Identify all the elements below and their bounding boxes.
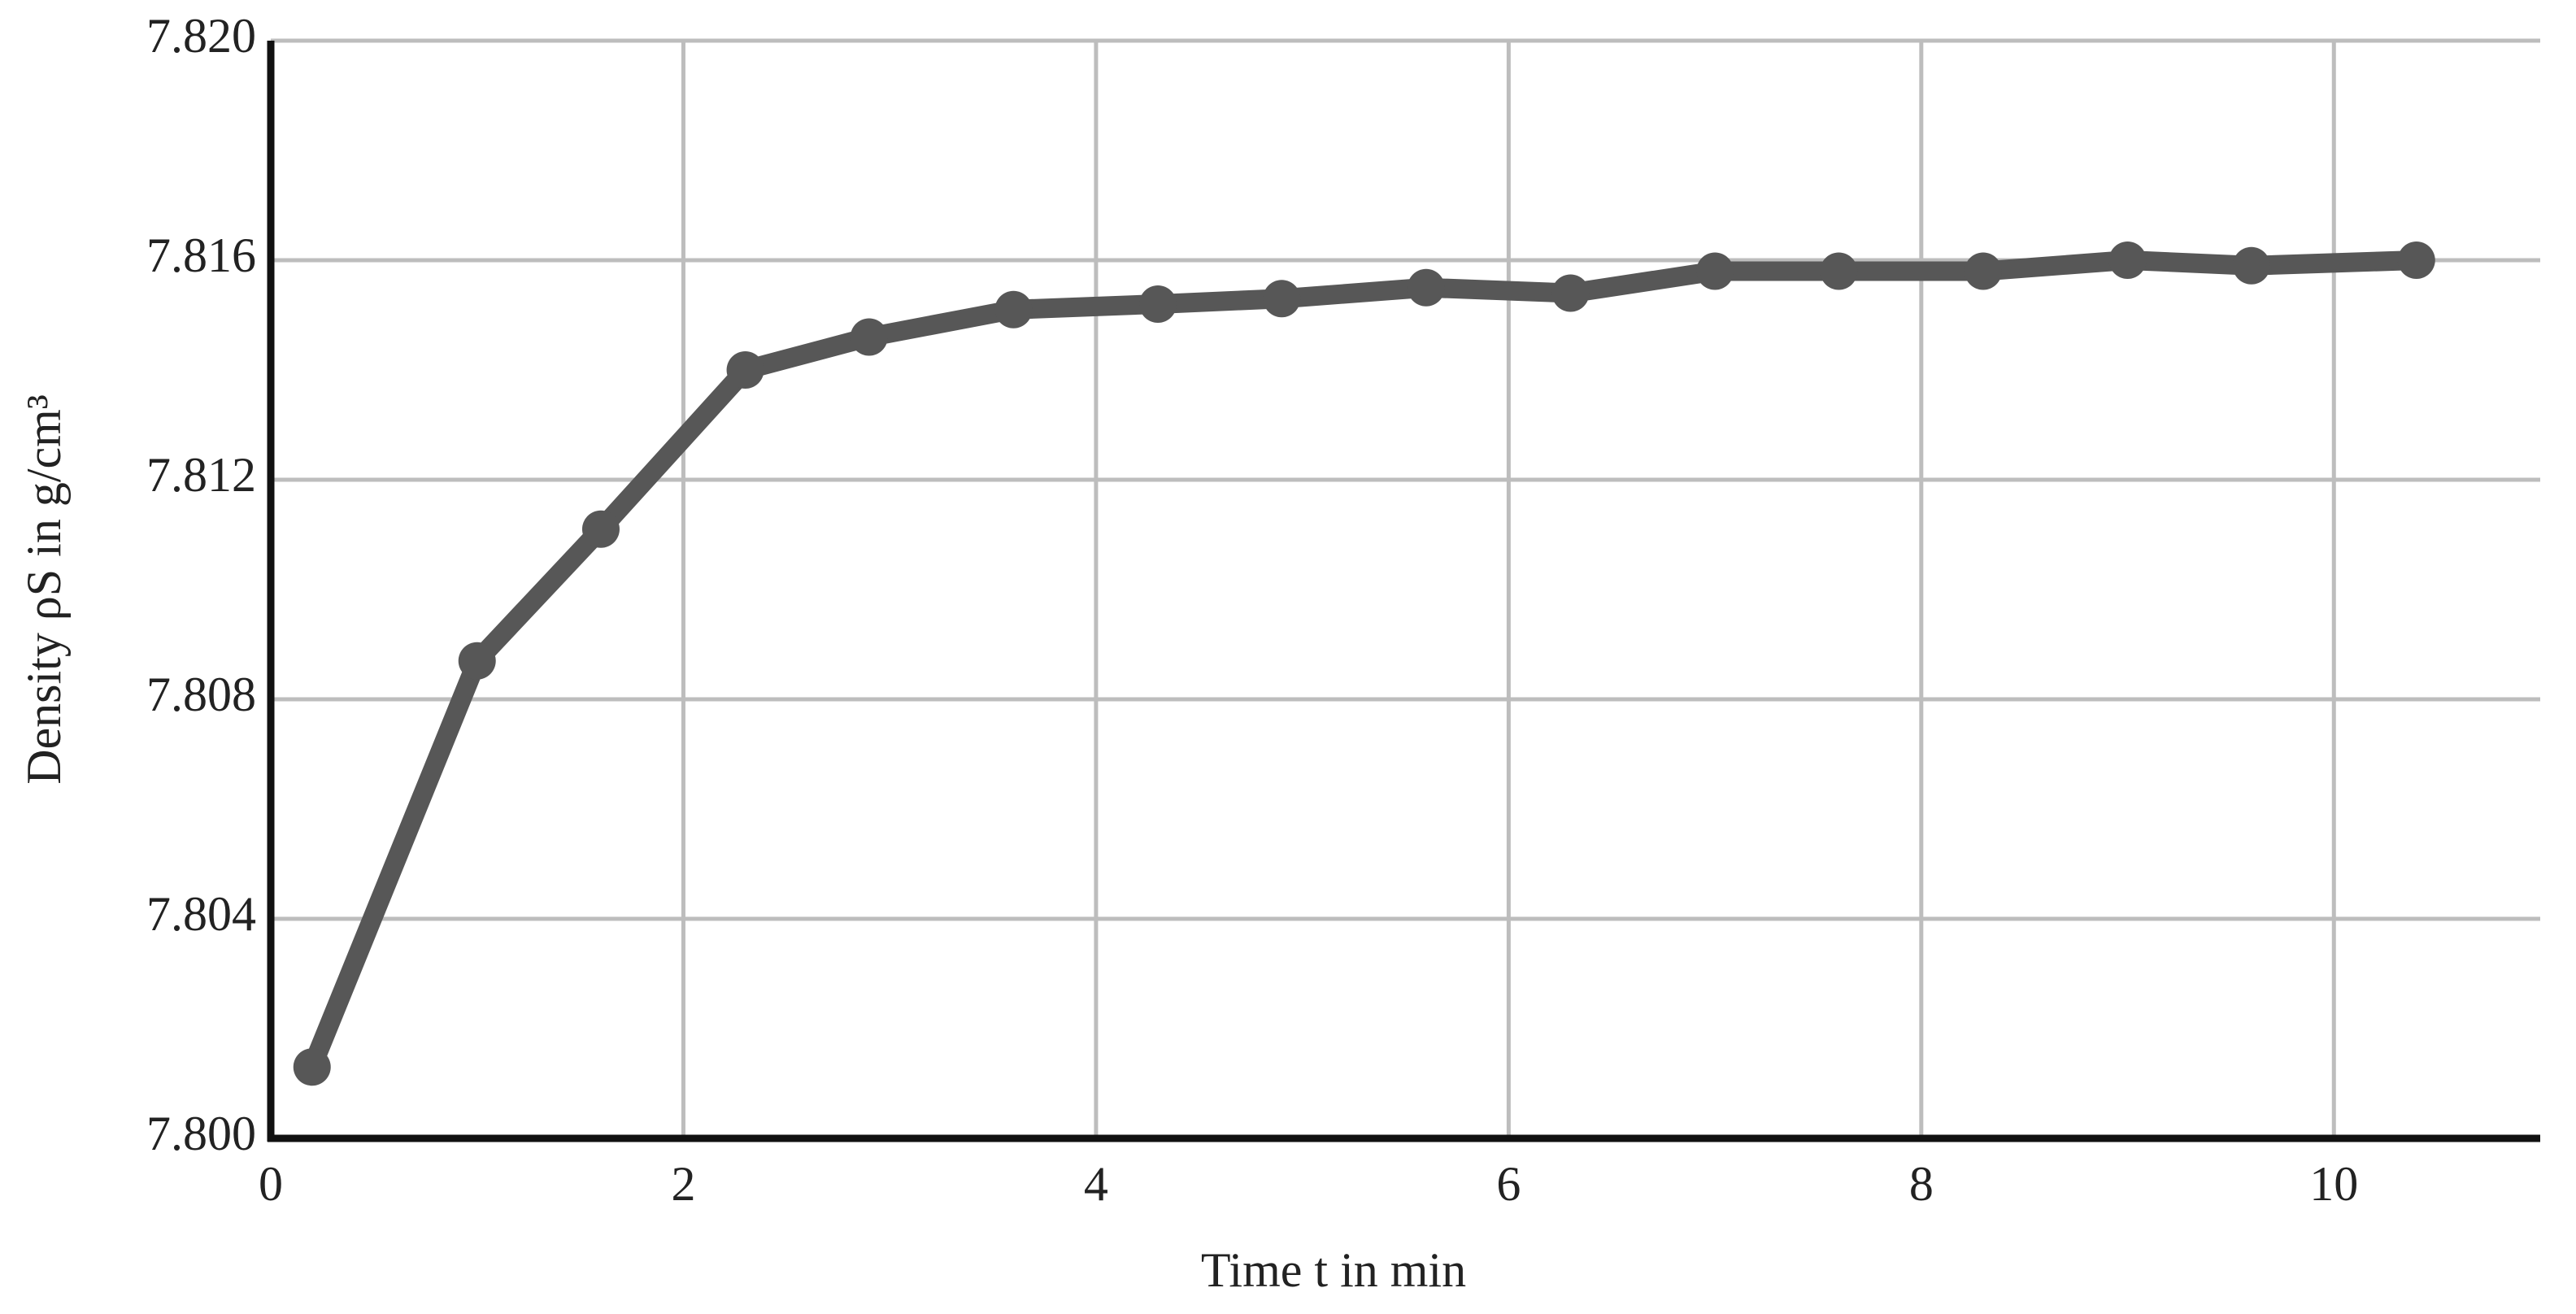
data-point	[1696, 252, 1734, 290]
data-point	[1551, 274, 1590, 312]
data-point	[850, 318, 888, 356]
y-tick-label: 7.816	[146, 228, 256, 282]
x-tick-label: 4	[1084, 1157, 1108, 1211]
data-point	[2108, 241, 2147, 279]
data-point	[726, 351, 764, 389]
x-tick-label: 8	[1909, 1157, 1934, 1211]
data-point	[293, 1048, 331, 1086]
data-point	[2232, 246, 2270, 285]
data-point	[994, 290, 1033, 328]
x-tick-label: 2	[671, 1157, 695, 1211]
x-tick-label: 6	[1496, 1157, 1521, 1211]
data-point	[1139, 285, 1177, 323]
data-point	[1964, 252, 2002, 290]
y-tick-label: 7.820	[146, 9, 256, 63]
data-line	[302, 250, 2417, 1071]
y-tick-label: 7.800	[146, 1107, 256, 1160]
x-tick-label: 10	[2309, 1157, 2358, 1211]
x-axis-label: Time t in min	[1201, 1243, 1466, 1297]
y-tick-label: 7.812	[146, 448, 256, 502]
data-point	[1407, 268, 1445, 307]
data-point	[1263, 280, 1301, 318]
data-point	[1820, 252, 1858, 290]
data-point	[581, 510, 620, 548]
data-point	[2397, 241, 2435, 279]
data-point	[458, 642, 496, 680]
y-tick-label: 7.808	[146, 668, 256, 721]
x-tick-label: 0	[259, 1157, 283, 1211]
y-tick-label: 7.804	[146, 887, 256, 941]
y-axis-label: Density ρS in g/cm³	[17, 394, 71, 785]
